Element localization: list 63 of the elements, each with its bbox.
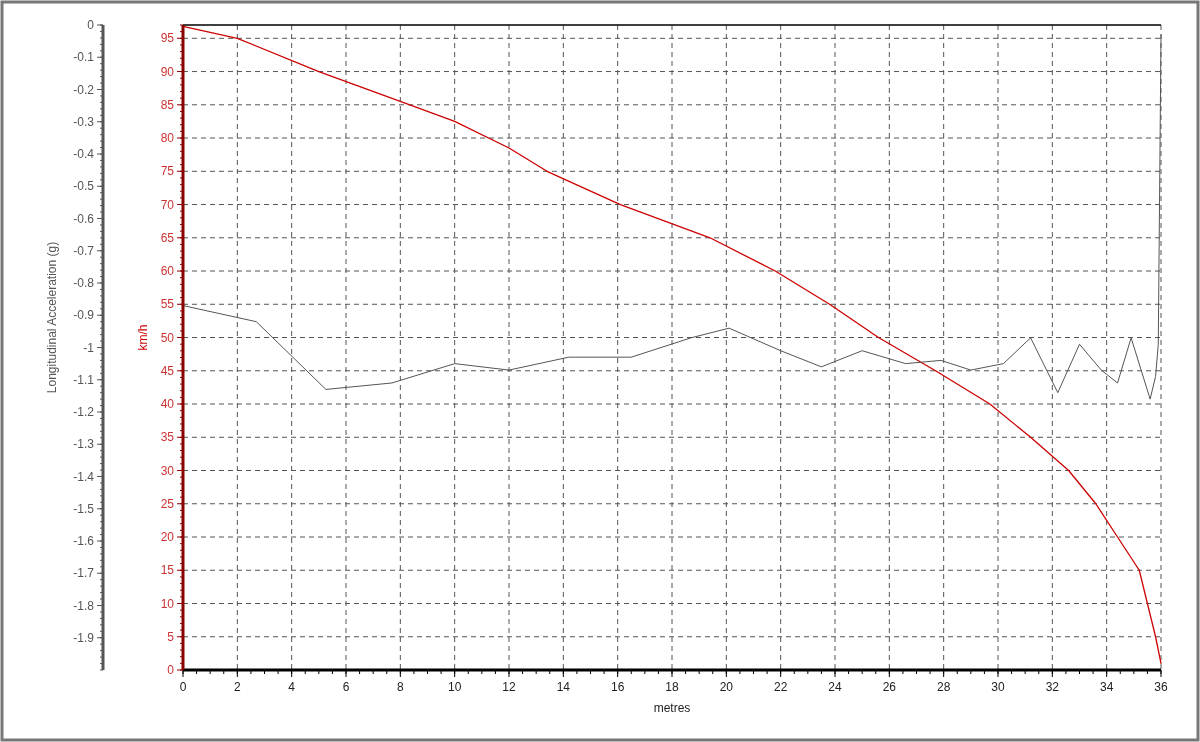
y-tick-label: 75 (160, 164, 175, 179)
x-tick-label: 18 (665, 680, 679, 694)
y2-tick-label: -1.3 (73, 437, 95, 452)
y2-tick-label: -0.8 (73, 276, 95, 290)
x-tick-label: 20 (719, 680, 734, 694)
y-tick-label: 25 (160, 496, 175, 511)
y2-tick-label: -1.8 (73, 598, 95, 613)
y-tick-label: 30 (160, 463, 175, 478)
y2-axis-title: Longitudinal Acceleration (g) (45, 241, 59, 394)
y-axis-title: km/h (136, 324, 150, 351)
y-tick-label: 65 (160, 230, 175, 245)
x-tick-label: 12 (502, 680, 516, 694)
y2-tick-label: -0.5 (73, 179, 95, 194)
y-tick-label: 20 (160, 530, 175, 545)
y2-tick-label: -0.6 (73, 211, 95, 226)
y-tick-label: 15 (160, 563, 175, 578)
y2-tick-label: -1.7 (73, 566, 95, 581)
y-tick-label: 0 (167, 663, 175, 677)
y-tick-label: 50 (160, 330, 175, 345)
y2-tick-label: 0 (87, 18, 95, 32)
y2-tick-label: -1.2 (73, 405, 95, 419)
y-tick-label: 35 (160, 430, 175, 445)
y2-tick-label: -0.2 (73, 82, 95, 97)
y-tick-label: 90 (160, 64, 175, 79)
y-tick-label: 5 (167, 629, 175, 644)
x-tick-label: 10 (447, 680, 462, 694)
y2-tick-label: -0.1 (73, 50, 95, 65)
x-tick-label: 6 (342, 680, 350, 694)
y2-tick-label: -0.3 (73, 114, 95, 129)
line-series (182, 25, 1162, 664)
x-tick-label: 0 (179, 680, 187, 694)
x-tick-label: 2 (233, 680, 241, 694)
y-tick-label: 85 (160, 97, 175, 112)
y-tick-label: 45 (160, 363, 175, 378)
x-tick-label: 8 (396, 680, 404, 694)
y-tick-label: 55 (160, 297, 175, 312)
x-tick-label: 32 (1045, 680, 1060, 694)
y2-tick-label: -1 (83, 340, 95, 355)
y2-tick-label: -1.4 (73, 469, 95, 484)
x-tick-label: 28 (936, 680, 951, 694)
y-tick-label: 40 (160, 397, 175, 412)
y2-tick-label: -1.6 (73, 534, 95, 548)
x-tick-label: 16 (610, 680, 625, 694)
y-tick-label: 95 (160, 31, 175, 46)
y2-tick-label: -1.1 (73, 372, 95, 387)
x-axis-title: metres (653, 701, 691, 715)
x-tick-label: 4 (288, 680, 296, 694)
y2-tick-label: -1.9 (73, 630, 95, 645)
x-tick-label: 26 (882, 680, 897, 694)
y2-tick-label: -0.7 (73, 243, 95, 258)
y2-tick-label: -0.4 (73, 147, 95, 161)
x-tick-label: 36 (1154, 680, 1168, 694)
x-tick-label: 24 (828, 680, 842, 694)
y2-tick-label: -1.5 (73, 501, 95, 516)
y-tick-label: 60 (160, 264, 175, 279)
x-tick-label: 34 (1099, 680, 1114, 694)
y-tick-label: 80 (160, 131, 175, 146)
x-tick-label: 14 (556, 680, 571, 694)
y-tick-label: 70 (160, 197, 175, 212)
x-tick-label: 30 (991, 680, 1005, 694)
y-tick-label: 10 (160, 596, 175, 611)
y2-tick-label: -0.9 (73, 308, 95, 323)
x-tick-label: 22 (773, 680, 788, 694)
